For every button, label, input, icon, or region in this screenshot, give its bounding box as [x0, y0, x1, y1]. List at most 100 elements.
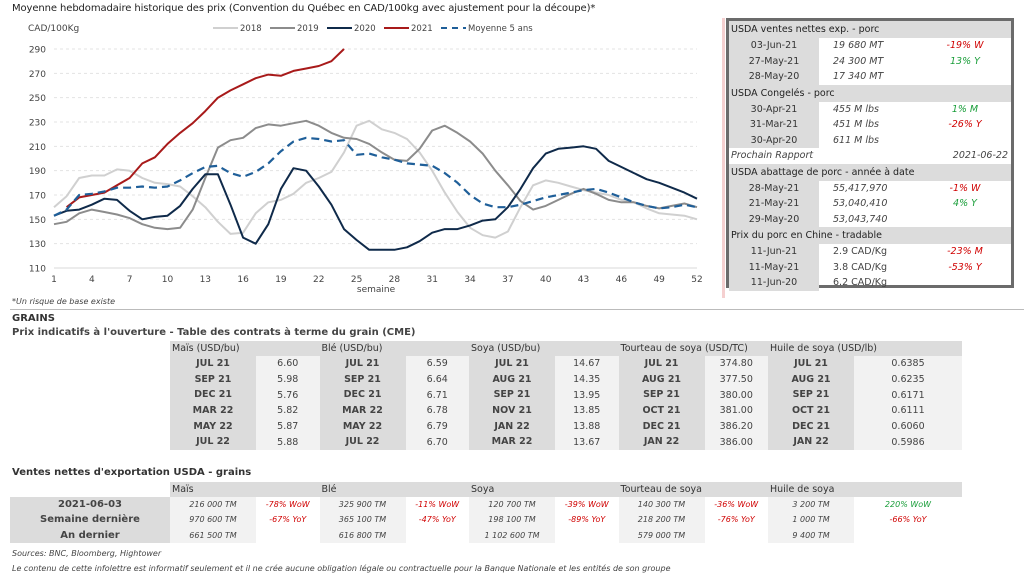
panel-section-header: Prix du porc en Chine - tradable: [729, 227, 1011, 244]
contract-month: DEC 21: [170, 387, 256, 404]
y-tick-label: 210: [29, 143, 46, 153]
panel-row-date: 03-Jun-21: [729, 38, 819, 54]
next-report-date: 2021-06-22: [952, 150, 1008, 162]
sources: Sources: BNC, Bloomberg, Hightower: [12, 549, 162, 558]
y-tick-label: 190: [29, 167, 46, 177]
contract-price: 6.59: [426, 358, 448, 370]
y-axis-label: CAD/100Kg: [28, 24, 79, 34]
contract-month: OCT 21: [768, 403, 854, 419]
futures-row: DEC 21 6.71: [319, 387, 470, 404]
contract-price: 5.87: [277, 421, 299, 433]
contract-month: MAR 22: [170, 403, 256, 419]
panel-row: 31-Mar-21 451 M lbs -26% Y: [729, 117, 1011, 133]
export-volume: 140 300 TM: [618, 497, 705, 513]
panel-row-change: 1% M: [951, 103, 979, 115]
panel-row-value: 6.2 CAD/Kg: [833, 277, 888, 289]
futures-column-header: Maïs (USD/bu): [170, 341, 320, 356]
export-column: Blé 325 900 TM -11% WoW 365 100 TM -47% YoY 6…: [319, 482, 469, 543]
panel-row-value: 24 300 MT: [833, 55, 884, 67]
panel-row-value: 2.9 CAD/Kg: [833, 246, 888, 258]
pork-stats-panel: USDA ventes nettes exp. - porc 03-Jun-21 1…: [726, 18, 1014, 291]
contract-price: 377.50: [719, 374, 753, 386]
futures-row: DEC 21 0.6060: [768, 418, 962, 435]
y-tick-label: 230: [29, 119, 46, 129]
x-tick-label: 43: [578, 275, 589, 285]
export-row: 970 600 TM -67% YoY: [170, 512, 320, 528]
contract-price: 13.85: [573, 405, 601, 417]
contract-month: AUG 21: [618, 371, 705, 388]
x-tick-label: 19: [275, 275, 287, 285]
futures-row: AUG 21 0.6235: [768, 371, 962, 388]
price-chart-svg: 110 130 150 170 190 210 230 250 270 290 1 4 7 10 13 16 1…: [28, 24, 703, 295]
futures-column-header: Huile de soya (USD/lb): [768, 341, 962, 356]
export-change: -76% YoY: [717, 515, 755, 525]
panel-row: 30-Apr-21 455 M lbs 1% M: [729, 101, 1011, 117]
export-change: -11% WoW: [415, 500, 460, 510]
panel-row: 21-May-21 53,040,410 4% Y: [729, 196, 1011, 212]
contract-price: 6.60: [277, 358, 299, 370]
futures-row: MAR 22 5.82: [170, 403, 320, 419]
contract-month: JUL 21: [170, 356, 256, 372]
panel-row-date: 21-May-21: [729, 196, 819, 212]
contract-month: SEP 21: [768, 387, 854, 404]
futures-column-header: Blé (USD/bu): [319, 341, 469, 356]
futures-column: Tourteau de soya (USD/TC) JUL 21 374.80 AUG…: [618, 341, 769, 451]
export-column: Maïs 216 000 TM -78% WoW 970 600 TM -67% YoY…: [170, 482, 320, 543]
contract-month: NOV 21: [469, 403, 555, 419]
x-tick-label: 46: [616, 275, 628, 285]
futures-row: SEP 21 6.64: [319, 371, 470, 388]
series-line-2020: [53, 145, 698, 251]
futures-row: JUL 21 374.80: [618, 356, 769, 372]
futures-row: JUL 21 6.59: [319, 356, 470, 372]
export-column: Tourteau de soya 140 300 TM -36% WoW 218 20…: [618, 482, 768, 543]
contract-month: JAN 22: [469, 418, 555, 435]
series-line-2018: [53, 119, 698, 239]
panel-row-value: 455 M lbs: [833, 103, 879, 115]
contract-month: JUL 21: [768, 356, 854, 372]
export-volume: 325 900 TM: [319, 497, 406, 513]
futures-column-header: Soya (USD/bu): [469, 341, 619, 356]
price-chart: 110 130 150 170 190 210 230 250 270 290 1 4 7 10 13 16 1…: [0, 16, 712, 298]
export-title: Ventes nettes d'exportation USDA - grain…: [12, 467, 252, 478]
panel-row: 30-Apr-20 611 M lbs: [729, 132, 1011, 148]
export-volume: 218 200 TM: [618, 512, 705, 528]
futures-row: SEP 21 5.98: [170, 371, 320, 388]
legend-label: 2018: [240, 24, 262, 34]
contract-price: 5.98: [277, 374, 299, 386]
export-row: 661 500 TM: [170, 527, 320, 543]
contract-price: 13.67: [573, 436, 601, 448]
x-tick-label: 40: [540, 275, 552, 285]
x-tick-label: 28: [389, 275, 401, 285]
panel-row: 28-May-21 55,417,970 -1% W: [729, 180, 1011, 196]
panel-row-date: 30-Apr-21: [729, 101, 819, 117]
contract-price: 381.00: [719, 405, 753, 417]
y-tick-label: 270: [29, 70, 46, 80]
footnote: *Un risque de base existe: [12, 297, 116, 306]
panel-row-date: 11-May-21: [729, 259, 819, 275]
panel-section-header: USDA abattage de porc - année à date: [729, 163, 1011, 181]
export-change: -67% YoY: [269, 515, 307, 525]
futures-column: Maïs (USD/bu) JUL 21 6.60 SEP 21 5.98 DEC 21 5…: [170, 341, 320, 451]
export-column-header: Tourteau de soya: [618, 482, 768, 497]
export-column-header: Maïs: [170, 482, 320, 497]
futures-column-header: Tourteau de soya (USD/TC): [618, 341, 768, 356]
contract-month: MAY 22: [319, 418, 406, 435]
futures-row: SEP 21 0.6171: [768, 387, 962, 404]
x-tick-label: 10: [162, 275, 174, 285]
contract-price: 6.70: [426, 436, 448, 448]
panel-row: 11-Jun-21 2.9 CAD/Kg -23% M: [729, 244, 1011, 260]
export-row-label: An dernier: [10, 527, 170, 543]
export-row: 1 102 600 TM: [469, 527, 619, 543]
contract-price: 0.6060: [891, 421, 925, 433]
export-volume: 198 100 TM: [469, 512, 555, 528]
y-tick-label: 150: [29, 216, 46, 226]
contract-price: 5.88: [277, 436, 299, 448]
futures-row: MAY 22 5.87: [170, 418, 320, 435]
y-tick-label: 250: [29, 94, 46, 104]
contract-month: DEC 21: [618, 418, 705, 435]
panel-row: 28-May-20 17 340 MT: [729, 69, 1011, 85]
panel-row-value: 3.8 CAD/Kg: [833, 261, 888, 273]
export-column: Huile de soya 3 200 TM 220% WoW 1 000 TM -66…: [768, 482, 962, 543]
panel-row-date: 31-Mar-21: [729, 117, 819, 133]
x-tick-label: 7: [127, 275, 133, 285]
